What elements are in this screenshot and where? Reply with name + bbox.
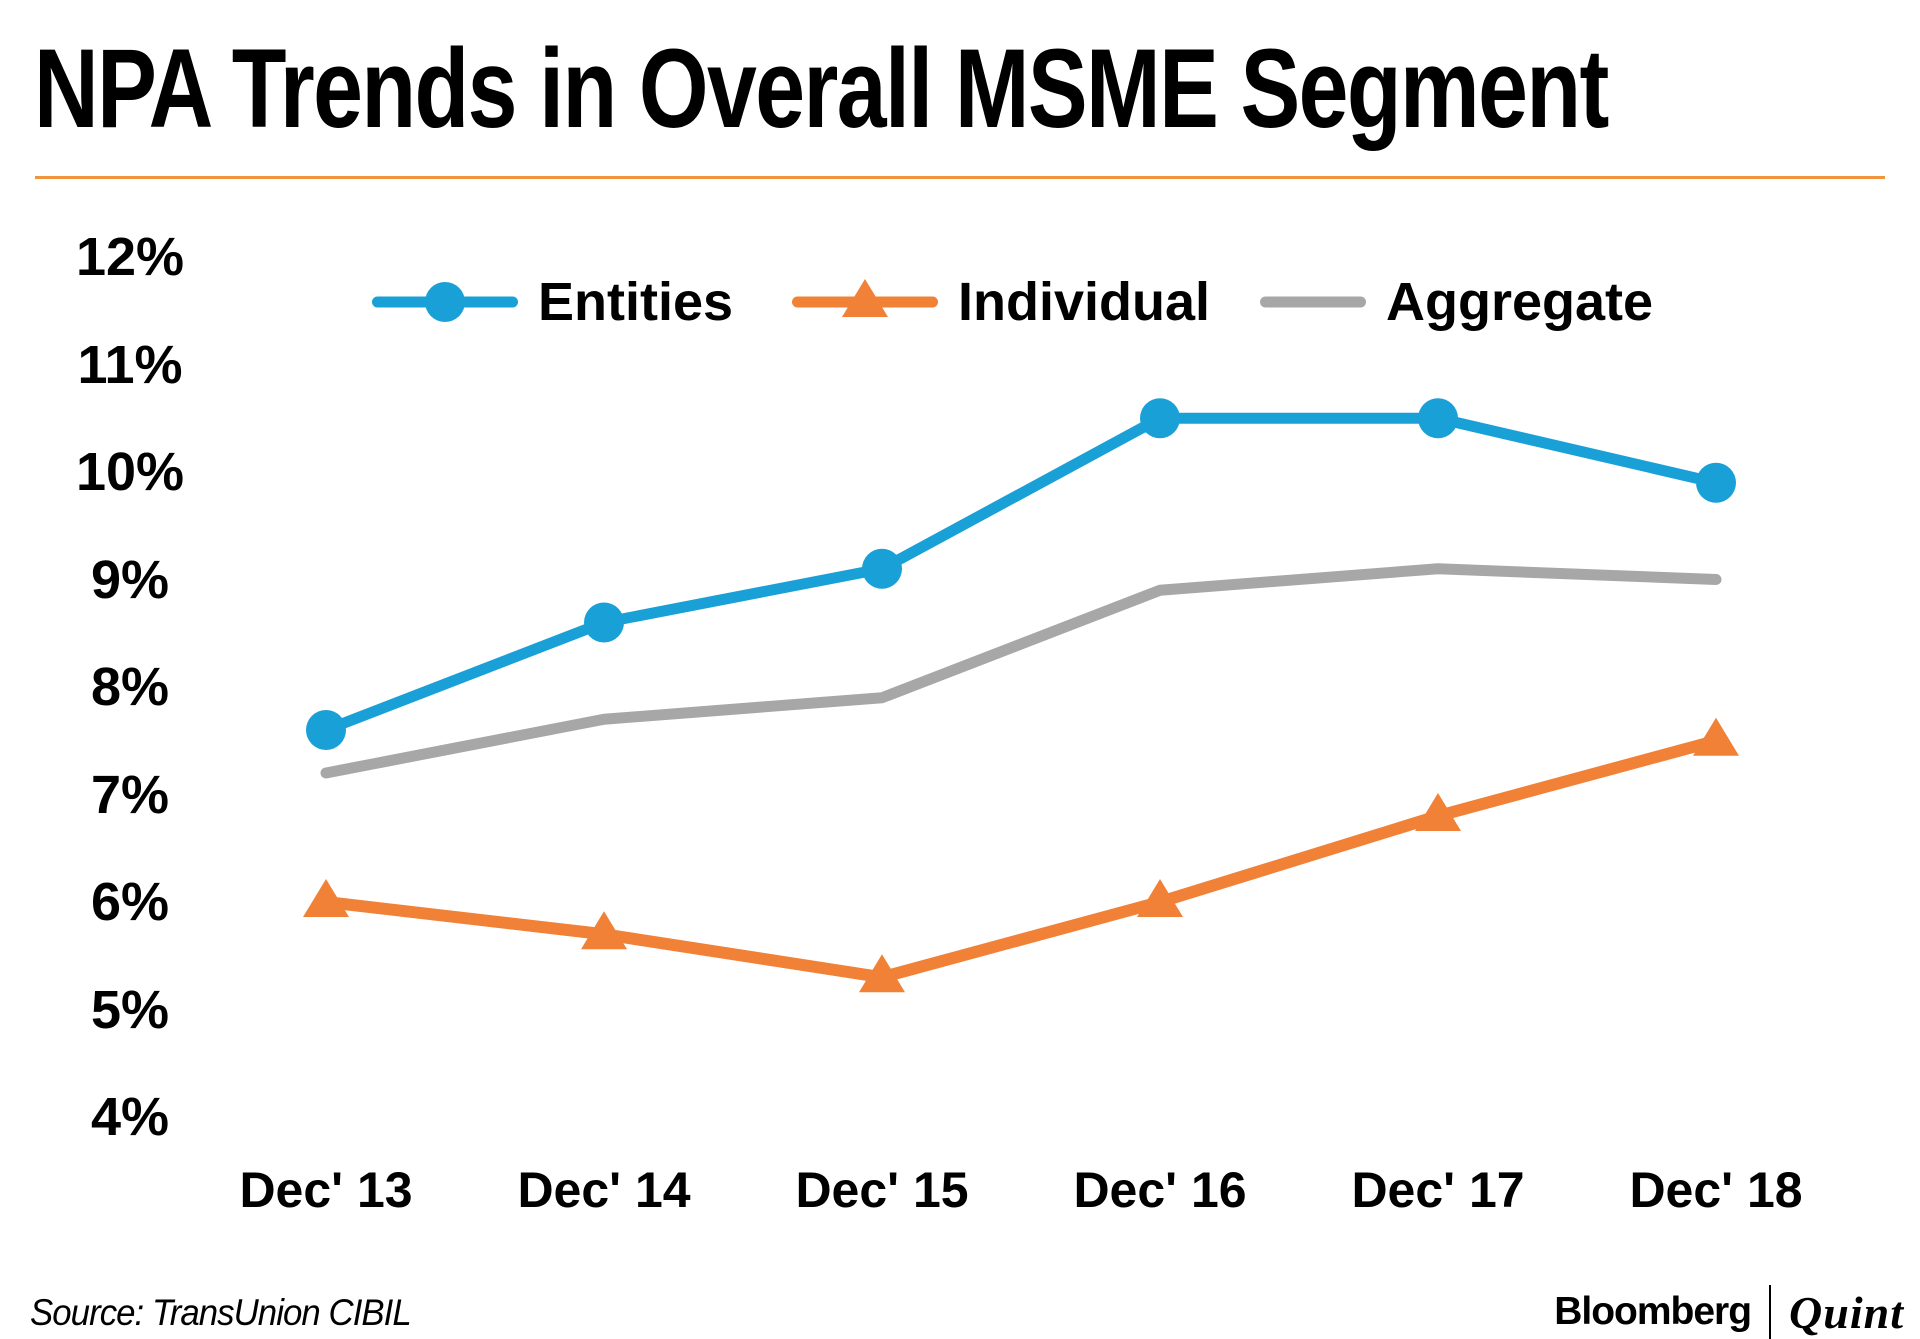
data-point-individual — [303, 879, 349, 917]
data-point-entities — [1418, 398, 1458, 439]
legend-item-aggregate: Aggregate — [1258, 270, 1653, 334]
data-point-entities — [862, 548, 902, 589]
data-point-individual — [1693, 717, 1739, 756]
series-line-individual — [320, 734, 1722, 984]
legend-label: Individual — [958, 272, 1211, 332]
x-tick-label: Dec' 18 — [1629, 1162, 1803, 1218]
data-point-entities — [306, 710, 346, 750]
data-point-entities — [1696, 462, 1736, 503]
logo-divider — [1769, 1285, 1772, 1339]
data-point-entities — [1140, 398, 1180, 439]
y-tick-label: 8% — [90, 657, 170, 717]
data-point-individual — [581, 911, 627, 950]
x-tick-label: Dec' 14 — [517, 1162, 691, 1218]
legend-item-individual: Individual — [790, 270, 1210, 334]
y-tick-label: 9% — [90, 549, 170, 610]
y-tick-label: 7% — [90, 764, 170, 825]
bloomberg-quint-logo: Bloomberg Quint — [1554, 1282, 1904, 1339]
source-note: Source: TransUnion CIBIL — [30, 1292, 412, 1333]
y-tick-label: 4% — [90, 1087, 170, 1147]
legend-marker-triangle — [792, 279, 938, 317]
y-tick-label: 11% — [77, 334, 183, 395]
legend-label: Entities — [538, 272, 734, 332]
x-tick-label: Dec' 15 — [795, 1162, 969, 1218]
x-tick-label: Dec' 16 — [1073, 1162, 1247, 1218]
legend-label: Aggregate — [1386, 272, 1654, 332]
quint-wordmark: Quint — [1789, 1286, 1904, 1338]
x-tick-label: Dec' 17 — [1351, 1162, 1525, 1218]
y-tick-label: 5% — [90, 979, 170, 1040]
y-tick-label: 10% — [75, 442, 185, 502]
y-tick-label: 6% — [90, 872, 170, 932]
series-line-aggregate — [320, 563, 1722, 779]
legend-marker-circle — [372, 282, 518, 322]
series-line-entities — [320, 412, 1722, 736]
title-underline — [35, 176, 1885, 179]
legend-marker-none — [1260, 296, 1366, 308]
x-tick-label: Dec' 13 — [239, 1162, 413, 1218]
bloomberg-wordmark: Bloomberg — [1554, 1290, 1752, 1333]
y-tick-label: 12% — [75, 227, 185, 287]
data-point-individual — [859, 954, 905, 993]
page-title: NPA Trends in Overall MSME Segment — [34, 26, 1609, 151]
data-point-individual — [1415, 793, 1461, 831]
legend-item-entities: Entities — [370, 270, 733, 334]
data-point-entities — [584, 602, 624, 643]
data-point-individual — [1137, 879, 1183, 917]
chart-legend: Entities Individual Aggregate — [0, 270, 1920, 334]
